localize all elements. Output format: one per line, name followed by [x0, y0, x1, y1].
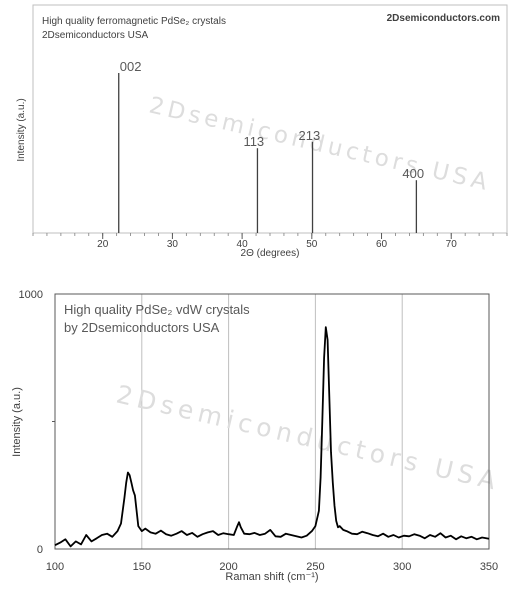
raman-x-tick-label: 200 — [219, 561, 237, 573]
xrd-x-tick-label: 40 — [237, 239, 249, 250]
xrd-x-tick-label: 30 — [167, 239, 179, 250]
raman-title-line-1: High quality PdSe₂ vdW crystals — [64, 302, 250, 317]
raman-y-axis-label: Intensity (a.u.) — [11, 387, 23, 457]
raman-x-tick-label: 250 — [306, 561, 324, 573]
xrd-chart: 2Dsemiconductors USA High quality ferrom… — [0, 0, 513, 262]
xrd-y-axis-label: Intensity (a.u.) — [16, 98, 27, 161]
xrd-peak-label: 002 — [120, 59, 142, 74]
raman-spectrum-line — [54, 326, 490, 548]
xrd-brand-label: 2Dsemiconductors.com — [387, 13, 500, 24]
raman-chart: 2Dsemiconductors USA High quality PdSe₂ … — [0, 262, 513, 595]
raman-x-tick-label: 100 — [46, 561, 64, 573]
raman-y-tick-label: 1000 — [19, 289, 43, 301]
raman-x-tick-label: 350 — [480, 561, 498, 573]
xrd-watermark: 2Dsemiconductors USA — [147, 93, 494, 197]
xrd-x-tick-label: 60 — [376, 239, 388, 250]
raman-x-axis-label: Raman shift (cm⁻¹) — [225, 571, 318, 583]
raman-x-tick-label: 150 — [133, 561, 151, 573]
xrd-title-line-1: High quality ferromagnetic PdSe₂ crystal… — [42, 16, 226, 27]
xrd-x-tick-label: 50 — [306, 239, 318, 250]
raman-plot: 2Dsemiconductors USA High quality PdSe₂ … — [11, 289, 504, 583]
xrd-x-tick-label: 20 — [97, 239, 109, 250]
xrd-x-tick-label: 70 — [446, 239, 458, 250]
raman-x-tick-label: 300 — [393, 561, 411, 573]
xrd-plot: 2Dsemiconductors USA High quality ferrom… — [16, 4, 508, 259]
xrd-x-axis-label: 2Θ (degrees) — [241, 248, 300, 259]
raman-watermark: 2Dsemiconductors USA — [114, 380, 504, 497]
xrd-peak-label: 400 — [402, 166, 424, 181]
xrd-peak-label: 113 — [243, 134, 264, 149]
xrd-title-line-2: 2Dsemiconductors USA — [42, 30, 148, 41]
raman-y-tick-label: 0 — [37, 544, 43, 556]
xrd-peak-label: 213 — [299, 128, 321, 143]
raman-title-line-2: by 2Dsemiconductors USA — [64, 320, 220, 335]
